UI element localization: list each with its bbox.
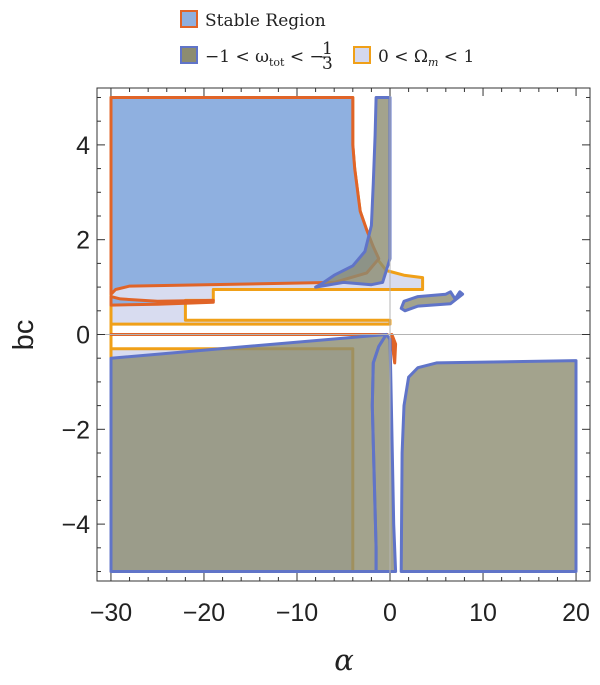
legend-frac-den: 3	[322, 54, 333, 74]
legend-label-density-main: 0 < Ω	[378, 47, 428, 67]
x-tick-label: −30	[90, 599, 132, 627]
legend-label-omega-sub: tot	[269, 56, 285, 69]
x-tick-label: 20	[562, 599, 590, 627]
x-tick-label: −10	[276, 599, 318, 627]
y-tick-label: 2	[76, 227, 90, 255]
y-tick-label: 4	[76, 132, 90, 160]
legend-label-omega-main: −1 < ω	[205, 47, 269, 67]
legend-item-omega: −1 < ωtot < − 1 3	[180, 39, 333, 74]
y-tick-label: 0	[76, 322, 90, 350]
legend-label-omega-tail: < −	[284, 47, 323, 67]
plot-regions	[109, 96, 578, 573]
region-stable-1	[109, 295, 215, 307]
region-omega-0	[314, 96, 392, 289]
legend: Stable Region −1 < ωtot < − 1 3 0 < Ωm <…	[180, 10, 474, 74]
y-axis-label: bc	[8, 320, 40, 351]
legend-swatch-omega	[180, 46, 198, 64]
region-omega-4	[399, 290, 465, 313]
legend-label-density-tail: < 1	[438, 47, 474, 67]
legend-label-density: 0 < Ωm < 1	[378, 47, 474, 69]
region-stable-3	[390, 333, 398, 365]
legend-item-stable: Stable Region	[180, 10, 326, 31]
legend-swatch-stable	[180, 10, 198, 28]
legend-swatch-density	[353, 46, 371, 64]
region-omega-2	[370, 333, 398, 573]
legend-frac-num: 1	[322, 39, 333, 59]
zero-lines	[97, 88, 590, 581]
legend-label-omega: −1 < ωtot < −	[205, 47, 324, 69]
region-omega-1	[109, 333, 388, 573]
legend-label-density-sub: m	[428, 56, 438, 69]
legend-item-density: 0 < Ωm < 1	[353, 46, 474, 69]
y-tick-label: −2	[61, 416, 90, 444]
y-tick-label: −4	[61, 511, 90, 539]
region-omega-3	[399, 359, 578, 573]
x-tick-label: −20	[183, 599, 225, 627]
x-axis-label: α	[334, 643, 354, 677]
region-stable-0	[109, 96, 381, 296]
legend-label-stable: Stable Region	[205, 11, 326, 31]
x-tick-label: 0	[383, 599, 397, 627]
x-tick-label: 10	[469, 599, 497, 627]
